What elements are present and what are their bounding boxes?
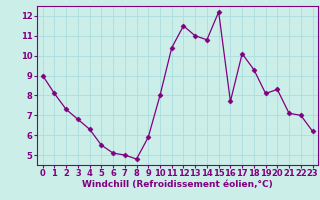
X-axis label: Windchill (Refroidissement éolien,°C): Windchill (Refroidissement éolien,°C) [82,180,273,189]
